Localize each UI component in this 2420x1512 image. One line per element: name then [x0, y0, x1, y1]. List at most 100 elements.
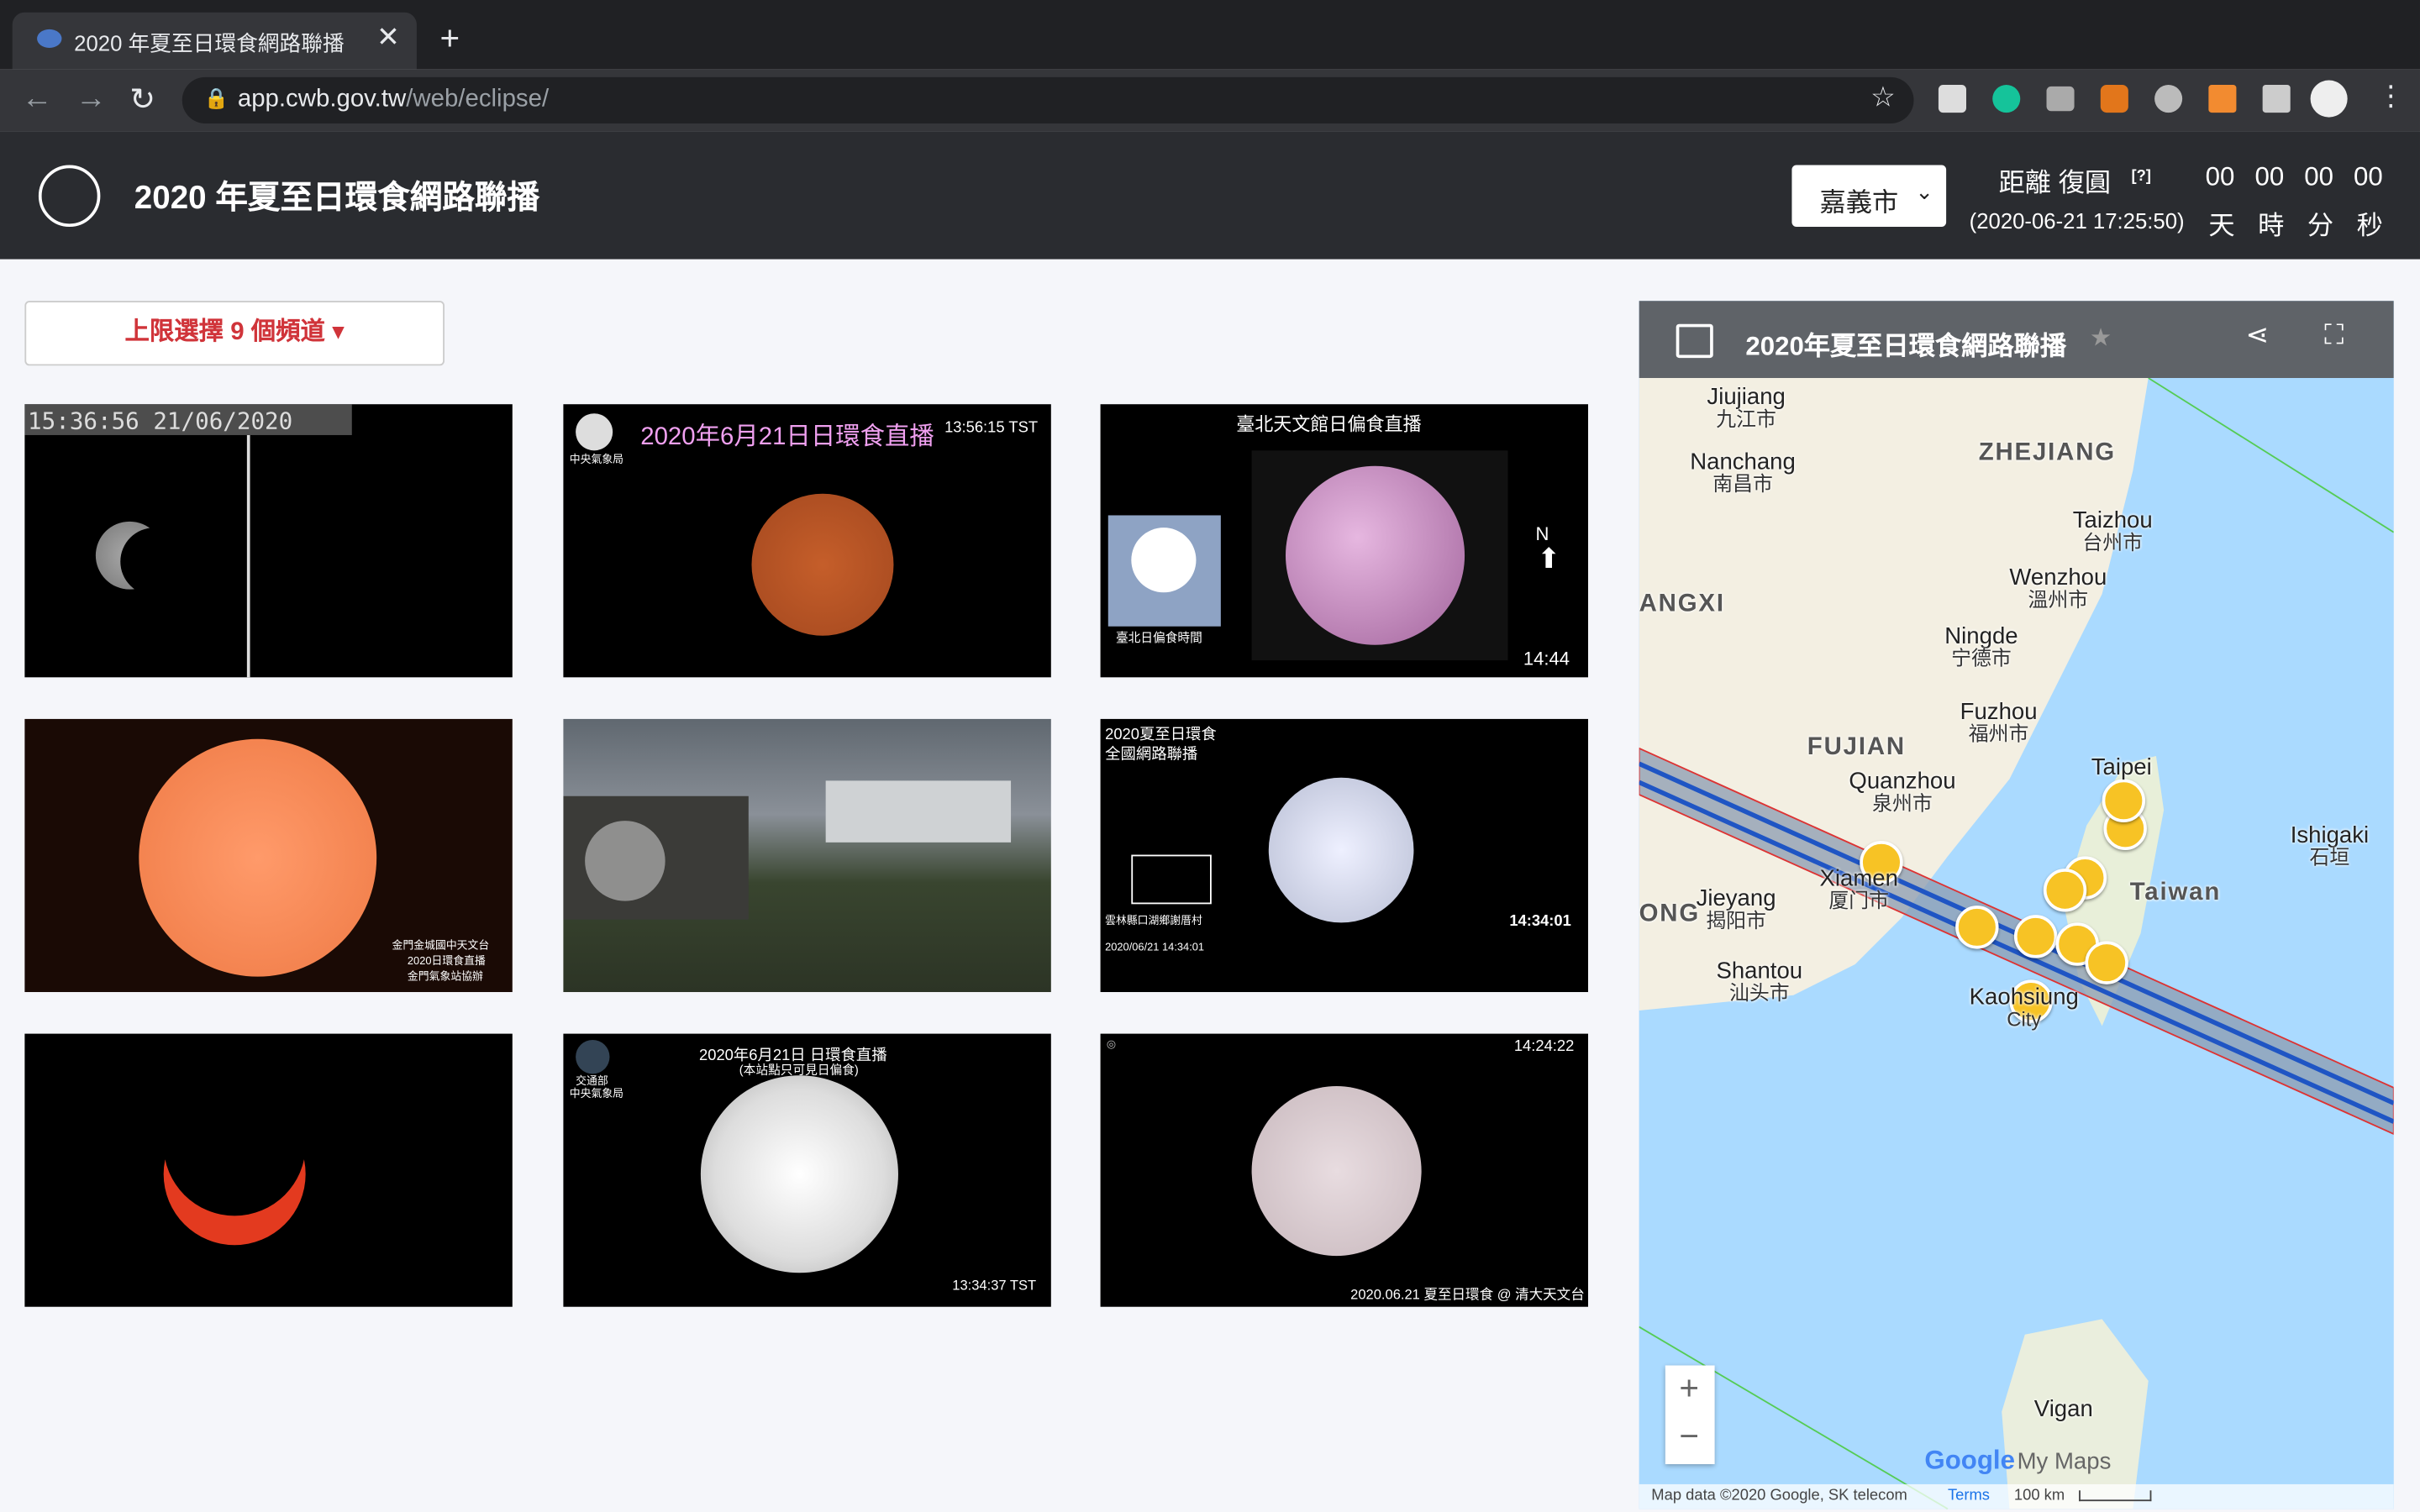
map-label: Quanzhou 泉州市	[1849, 770, 1955, 814]
url-host: app.cwb.gov.tw	[237, 86, 407, 113]
sun	[751, 493, 894, 636]
video-text: 全國網路聯播	[1105, 746, 1198, 764]
video[interactable]	[563, 718, 1051, 993]
video[interactable]: 臺北天文館日偏食直播 N ⬆ 14:44 臺北日偏食時間	[1100, 404, 1588, 678]
video[interactable]: 15:36:56 21/06/2020	[24, 404, 513, 678]
map-label-en: Fuzhou	[1960, 699, 2038, 726]
video[interactable]: 2020年6月21日 日環食直播 (本站點只可見日偏食) 交通部 中央氣象局 1…	[563, 1033, 1051, 1307]
back-button[interactable]: ←	[21, 81, 53, 116]
video-text: 2020夏至日環食	[1105, 727, 1217, 744]
new-tab[interactable]: +	[439, 18, 460, 57]
map-label-en: Jieyang	[1696, 885, 1776, 912]
video-text: 中央氣象局	[569, 1089, 624, 1100]
countdown-unit: 秒	[2356, 211, 2383, 241]
countdown-unit: 天	[2208, 211, 2235, 241]
sun	[1268, 777, 1414, 923]
observatory-logo: ◎	[1106, 1039, 1117, 1051]
scale-bar	[2079, 1490, 2152, 1502]
map-pin[interactable]	[2085, 941, 2128, 984]
map-label-zh: City	[2007, 1007, 2042, 1031]
map-label-en: Shantou	[1716, 958, 1803, 984]
map-label: Jiujiang 九江市	[1707, 386, 1785, 430]
site-title: 2020 年夏至日環食網路聯播	[134, 180, 540, 217]
map-label-en: Ningde	[1944, 623, 2018, 650]
video-text: 2020年6月21日 日環食直播	[699, 1047, 887, 1065]
video[interactable]: 2020夏至日環食 全國網路聯播 14:34:01 雲林縣口湖鄉謝厝村 2020…	[1100, 718, 1588, 993]
extension[interactable]	[2208, 85, 2237, 113]
path-edge	[1639, 780, 2394, 1124]
map-label: Vigan	[2034, 1398, 2093, 1421]
video-text: 金門氣象站協辦	[407, 972, 483, 983]
map-label-zh: 厦门市	[1828, 888, 1890, 912]
menu[interactable]: ⋮	[2376, 80, 2405, 112]
video-text: 臺北日偏食時間	[1115, 631, 1202, 645]
bookmark-star[interactable]: ☆	[1870, 81, 1896, 113]
video-text: 交通部	[576, 1077, 608, 1088]
address-bar[interactable]: 🔒 app.cwb.gov.tw/web/eclipse/ ☆	[182, 76, 1914, 123]
video-text: 雲林縣口湖鄉謝厝村	[1105, 916, 1202, 927]
map-label: Xiamen 厦门市	[1820, 867, 1898, 912]
fullscreen-button[interactable]: ⛶	[2324, 319, 2344, 350]
map-label: Ningde 宁德市	[1944, 623, 2018, 669]
lock-icon: 🔒	[203, 86, 229, 110]
extension[interactable]	[2100, 85, 2128, 113]
countdown-unit: 分	[2307, 211, 2334, 241]
countdown-value: 00	[2205, 161, 2235, 192]
map[interactable]: Jiujiang 九江市 Nanchang 南昌市 ZHEJIANG Taizhou 台州市…	[1639, 377, 2394, 1509]
video-line	[246, 434, 250, 678]
video-text: 金門金城國中天文台	[392, 941, 490, 953]
moon	[163, 1074, 306, 1216]
favicon	[37, 29, 62, 48]
help-link[interactable]: [?]	[2131, 168, 2151, 186]
map-label: ONG	[1639, 902, 1700, 927]
share-button[interactable]: ⋖	[2245, 319, 2270, 350]
extensions-menu[interactable]	[2262, 85, 2291, 113]
map-label: Taipei	[2091, 756, 2152, 780]
url-path: /web/eclipse/	[406, 86, 550, 113]
terms-link[interactable]: Terms	[1947, 1487, 1990, 1504]
profile[interactable]	[2310, 80, 2348, 118]
sun	[1131, 528, 1197, 593]
extension[interactable]	[1992, 85, 2021, 113]
map-label-en: Nanchang	[1690, 449, 1796, 475]
google-logo: Google	[1924, 1446, 2015, 1475]
map-label-en: Taizhou	[2072, 507, 2153, 534]
map-label-en: Taiwan	[2129, 879, 2222, 906]
map-label-zh: 汕头市	[1728, 981, 1790, 1005]
video[interactable]	[24, 1033, 513, 1307]
tab[interactable]: 2020 年夏至日環食網路聯播 ✕	[12, 12, 417, 70]
extension[interactable]	[1938, 85, 1966, 113]
video-text: 2020日環食直播	[407, 956, 486, 968]
pan-control[interactable]	[585, 821, 666, 901]
video[interactable]: 金門金城國中天文台 2020日環食直播 金門氣象站協辦	[24, 718, 513, 993]
county-map	[1131, 854, 1212, 905]
path-limit	[2148, 377, 2394, 533]
forward-button[interactable]: →	[75, 81, 107, 116]
map-pin[interactable]	[1955, 906, 1999, 949]
sidebar-toggle[interactable]	[1676, 323, 1713, 359]
channel-button[interactable]: 上限選擇 9 個頻道 ▾	[24, 301, 445, 366]
favorite-star[interactable]: ★	[2089, 325, 2112, 352]
map-label: Fuzhou 福州市	[1960, 699, 2038, 746]
map-pin[interactable]	[2013, 915, 2058, 958]
reload-button[interactable]: ↻	[129, 83, 156, 118]
map-pin[interactable]	[2009, 979, 2053, 1023]
extension[interactable]	[2154, 85, 2183, 113]
video[interactable]: 2020年6月21日日環食直播 13:56:15 TST 中央氣象局	[563, 404, 1051, 678]
map-pin[interactable]	[2102, 779, 2146, 822]
timestamp-bg	[24, 404, 352, 435]
tab-close[interactable]: ✕	[376, 21, 400, 53]
video-text: 13:34:37 TST	[952, 1277, 1037, 1294]
map-pin[interactable]	[2043, 869, 2087, 912]
logo	[38, 165, 101, 227]
map-pin[interactable]	[1860, 841, 1903, 885]
zoom-out[interactable]: −	[1679, 1416, 1699, 1456]
video-text: 13:56:15 TST	[944, 419, 1039, 437]
zoom-in[interactable]: +	[1679, 1368, 1699, 1408]
extension[interactable]	[2046, 86, 2075, 112]
video[interactable]: ◎ 14:24:22 2020.06.21 夏至日環食 @ 清大天文台	[1100, 1033, 1588, 1307]
map-label-zh: 福州市	[1968, 722, 2029, 746]
city-select[interactable]: 嘉義市 ⌄	[1791, 165, 1947, 227]
map-label: Nanchang 南昌市	[1690, 449, 1796, 495]
